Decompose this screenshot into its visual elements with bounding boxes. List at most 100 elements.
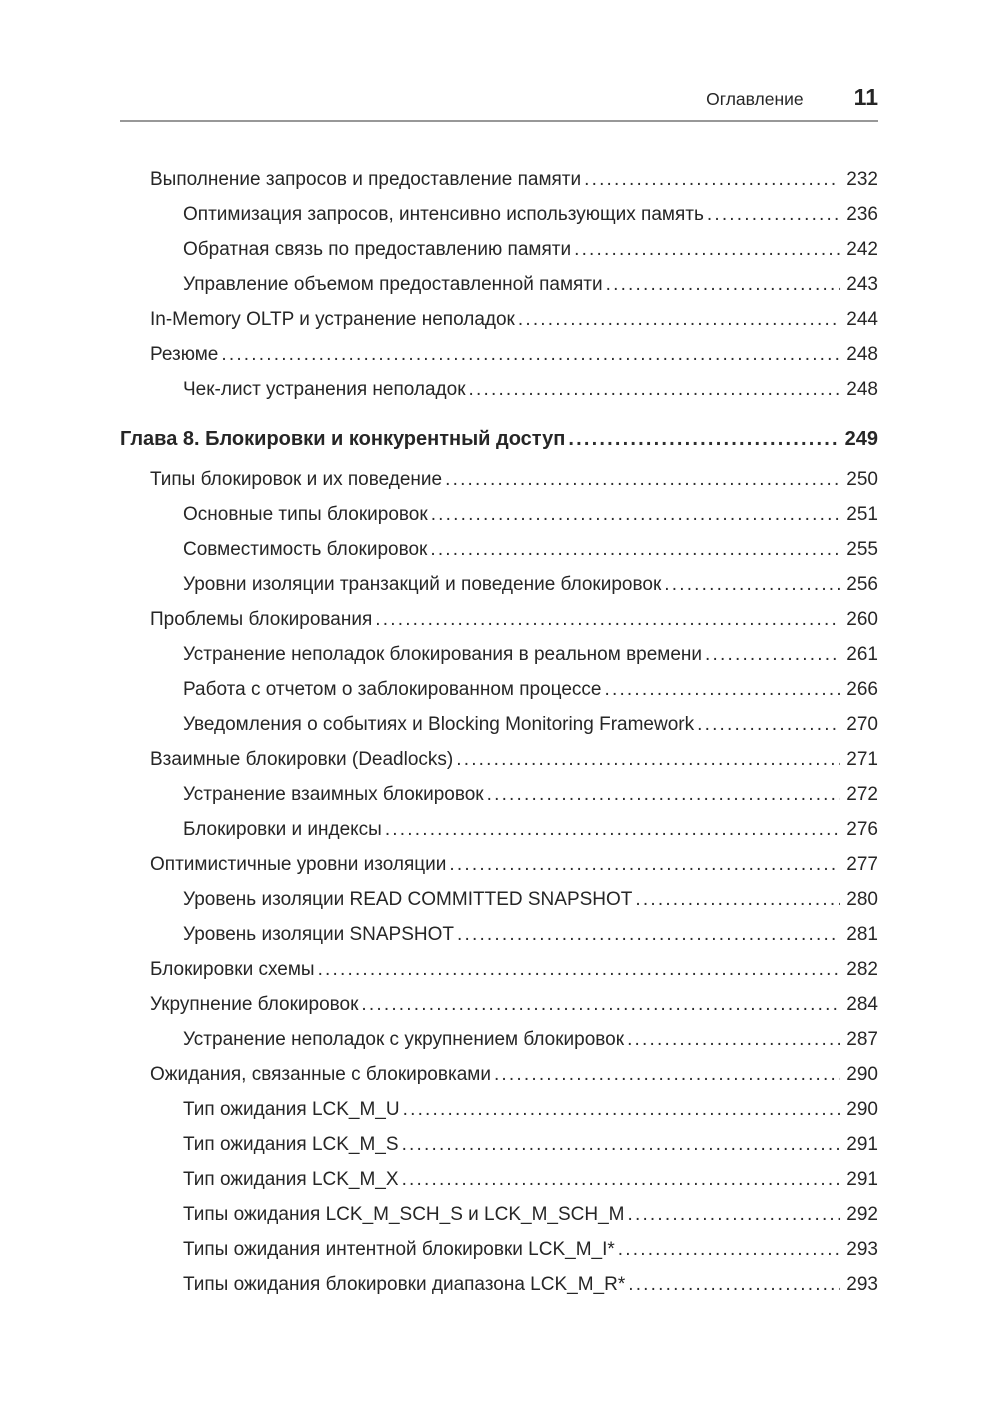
dot-leader	[457, 917, 840, 952]
toc-entry-title: Тип ожидания LCK_M_U	[183, 1098, 400, 1120]
toc-entry-28: Тип ожидания LCK_M_X 291	[120, 1162, 878, 1197]
toc-entry-title: In-Memory OLTP и устранение неполадок	[150, 308, 515, 330]
dot-leader	[318, 952, 841, 987]
toc-entry-title: Устранение неполадок с укрупнением блоки…	[183, 1028, 625, 1050]
toc-entry-page: 287	[846, 1028, 878, 1050]
toc-entry-26: Тип ожидания LCK_M_U 290	[120, 1092, 878, 1127]
running-title: Оглавление	[706, 89, 804, 109]
book-page: Оглавление 11 Выполнение запросов и пред…	[0, 0, 1000, 1302]
toc-entry-23: Укрупнение блокировок 284	[120, 987, 878, 1022]
toc-entry-title: Совместимость блокировок	[183, 538, 428, 560]
toc-entry-page: 271	[846, 748, 878, 770]
toc-entry-page: 255	[846, 538, 878, 560]
dot-leader	[635, 882, 840, 917]
toc-entry-page: 272	[846, 783, 878, 805]
toc-entry-24: Устранение неполадок с укрупнением блоки…	[120, 1022, 878, 1057]
toc-entry-page: 248	[846, 378, 878, 400]
toc-entry-title: Чек-лист устранения неполадок	[183, 378, 466, 400]
toc-entry-31: Типы ожидания блокировки диапазона LCK_M…	[120, 1267, 878, 1302]
toc-entry-title: Укрупнение блокировок	[150, 993, 359, 1015]
toc-entry-title: Блокировки и индексы	[183, 818, 382, 840]
toc-entry-page: 291	[846, 1133, 878, 1155]
dot-leader	[697, 707, 840, 742]
toc-entry-30: Типы ожидания интентной блокировки LCK_M…	[120, 1232, 878, 1267]
toc-entry-16: Взаимные блокировки (Deadlocks) 271	[120, 742, 878, 777]
toc-entry-page: 276	[846, 818, 878, 840]
toc-entry-title: Типы ожидания LCK_M_SCH_S и LCK_M_SCH_M	[183, 1203, 625, 1225]
toc-entry-title: Типы блокировок и их поведение	[150, 468, 443, 490]
dot-leader	[584, 162, 840, 197]
toc-entry-page: 280	[846, 888, 878, 910]
toc-entry-title: Уровень изоляции READ COMMITTED SNAPSHOT	[183, 888, 633, 910]
toc-entry-10: Совместимость блокировок 255	[120, 532, 878, 567]
dot-leader	[445, 462, 840, 497]
page-header: Оглавление 11	[120, 84, 878, 112]
dot-leader	[430, 532, 840, 567]
toc-entry-page: 281	[846, 923, 878, 945]
toc-entry-page: 266	[846, 678, 878, 700]
toc-entry-title: Типы ожидания интентной блокировки LCK_M…	[183, 1238, 615, 1260]
dot-leader	[518, 302, 840, 337]
toc-entry-12: Проблемы блокирования 260	[120, 602, 878, 637]
dot-leader	[375, 602, 840, 637]
dot-leader	[402, 1127, 841, 1162]
toc-entry-page: 291	[846, 1168, 878, 1190]
toc-entry-9: Основные типы блокировок 251	[120, 497, 878, 532]
toc-entry-page: 290	[846, 1063, 878, 1085]
dot-leader	[606, 267, 841, 302]
toc-entry-25: Ожидания, связанные с блокировками 290	[120, 1057, 878, 1092]
toc-entry-title: Ожидания, связанные с блокировками	[150, 1063, 491, 1085]
toc-entry-3: Управление объемом предоставленной памят…	[120, 267, 878, 302]
toc-entry-title: Проблемы блокирования	[150, 608, 373, 630]
dot-leader	[385, 812, 840, 847]
toc-entry-title: Уровень изоляции SNAPSHOT	[183, 923, 455, 945]
dot-leader	[627, 1022, 840, 1057]
dot-leader	[707, 197, 840, 232]
dot-leader	[221, 337, 840, 372]
toc-entry-29: Типы ожидания LCK_M_SCH_S и LCK_M_SCH_M …	[120, 1197, 878, 1232]
toc-entry-title: Взаимные блокировки (Deadlocks)	[150, 748, 454, 770]
toc-entry-8: Типы блокировок и их поведение 250	[120, 462, 878, 497]
dot-leader	[456, 742, 840, 777]
toc-entry-18: Блокировки и индексы 276	[120, 812, 878, 847]
toc-entry-2: Обратная связь по предоставлению памяти …	[120, 232, 878, 267]
toc-entry-title: Типы ожидания блокировки диапазона LCK_M…	[183, 1273, 626, 1295]
toc-entry-page: 277	[846, 853, 878, 875]
toc-list: Выполнение запросов и предоставление пам…	[120, 162, 878, 1302]
toc-entry-title: Обратная связь по предоставлению памяти	[183, 238, 572, 260]
dot-leader	[402, 1162, 841, 1197]
dot-leader	[628, 1267, 840, 1302]
toc-entry-title: Оптимизация запросов, интенсивно использ…	[183, 203, 704, 225]
toc-entry-0: Выполнение запросов и предоставление пам…	[120, 162, 878, 197]
toc-entry-title: Тип ожидания LCK_M_S	[183, 1133, 399, 1155]
dot-leader	[449, 847, 840, 882]
toc-entry-page: 293	[846, 1273, 878, 1295]
toc-entry-page: 284	[846, 993, 878, 1015]
toc-entry-20: Уровень изоляции READ COMMITTED SNAPSHOT…	[120, 882, 878, 917]
toc-entry-page: 244	[846, 308, 878, 330]
toc-entry-14: Работа с отчетом о заблокированном проце…	[120, 672, 878, 707]
toc-entry-1: Оптимизация запросов, интенсивно использ…	[120, 197, 878, 232]
toc-entry-page: 250	[846, 468, 878, 490]
dot-leader	[705, 637, 840, 672]
toc-entry-page: 260	[846, 608, 878, 630]
toc-entry-title: Тип ожидания LCK_M_X	[183, 1168, 399, 1190]
dot-leader	[431, 497, 841, 532]
toc-entry-page: 256	[846, 573, 878, 595]
toc-entry-page: 270	[846, 713, 878, 735]
toc-entry-21: Уровень изоляции SNAPSHOT 281	[120, 917, 878, 952]
toc-entry-page: 282	[846, 958, 878, 980]
dot-leader	[568, 422, 838, 457]
toc-entry-title: Устранение взаимных блокировок	[183, 783, 484, 805]
toc-entry-title: Резюме	[150, 343, 219, 365]
toc-entry-5: Резюме 248	[120, 337, 878, 372]
dot-leader	[487, 777, 841, 812]
toc-entry-title: Выполнение запросов и предоставление пам…	[150, 168, 582, 190]
toc-entry-page: 242	[846, 238, 878, 260]
toc-entry-7: Глава 8. Блокировки и конкурентный досту…	[120, 422, 878, 457]
toc-entry-11: Уровни изоляции транзакций и поведение б…	[120, 567, 878, 602]
toc-entry-page: 232	[846, 168, 878, 190]
toc-entry-22: Блокировки схемы 282	[120, 952, 878, 987]
dot-leader	[628, 1197, 841, 1232]
toc-entry-title: Управление объемом предоставленной памят…	[183, 273, 603, 295]
